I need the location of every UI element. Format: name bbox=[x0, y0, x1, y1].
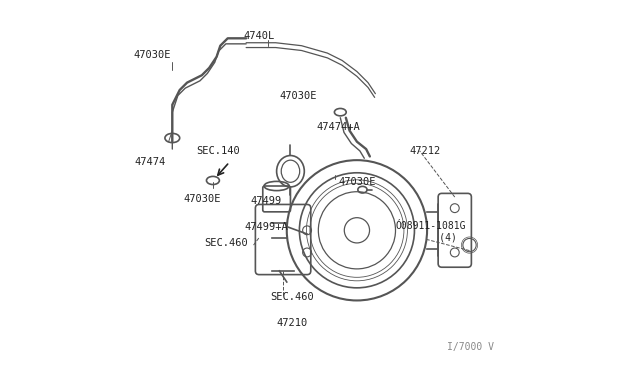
Text: 47030E: 47030E bbox=[279, 90, 317, 100]
Text: 47030E: 47030E bbox=[183, 194, 221, 204]
Text: 4740L: 4740L bbox=[243, 32, 275, 41]
Text: 47212: 47212 bbox=[410, 146, 441, 156]
Text: 47499: 47499 bbox=[251, 196, 282, 206]
Text: 47030E: 47030E bbox=[133, 50, 171, 60]
Text: 47474+A: 47474+A bbox=[317, 122, 360, 132]
Text: SEC.460: SEC.460 bbox=[204, 238, 248, 248]
Text: SEC.140: SEC.140 bbox=[196, 146, 241, 156]
Text: 47499+A: 47499+A bbox=[244, 222, 289, 232]
Text: SEC.460: SEC.460 bbox=[271, 292, 314, 302]
Text: 47030E: 47030E bbox=[338, 177, 376, 187]
Text: Ó08911-1081G
      (4): Ó08911-1081G (4) bbox=[396, 221, 466, 243]
Text: 47210: 47210 bbox=[276, 318, 308, 328]
Text: 47474: 47474 bbox=[134, 157, 166, 167]
Text: I/7000 V: I/7000 V bbox=[447, 342, 493, 352]
